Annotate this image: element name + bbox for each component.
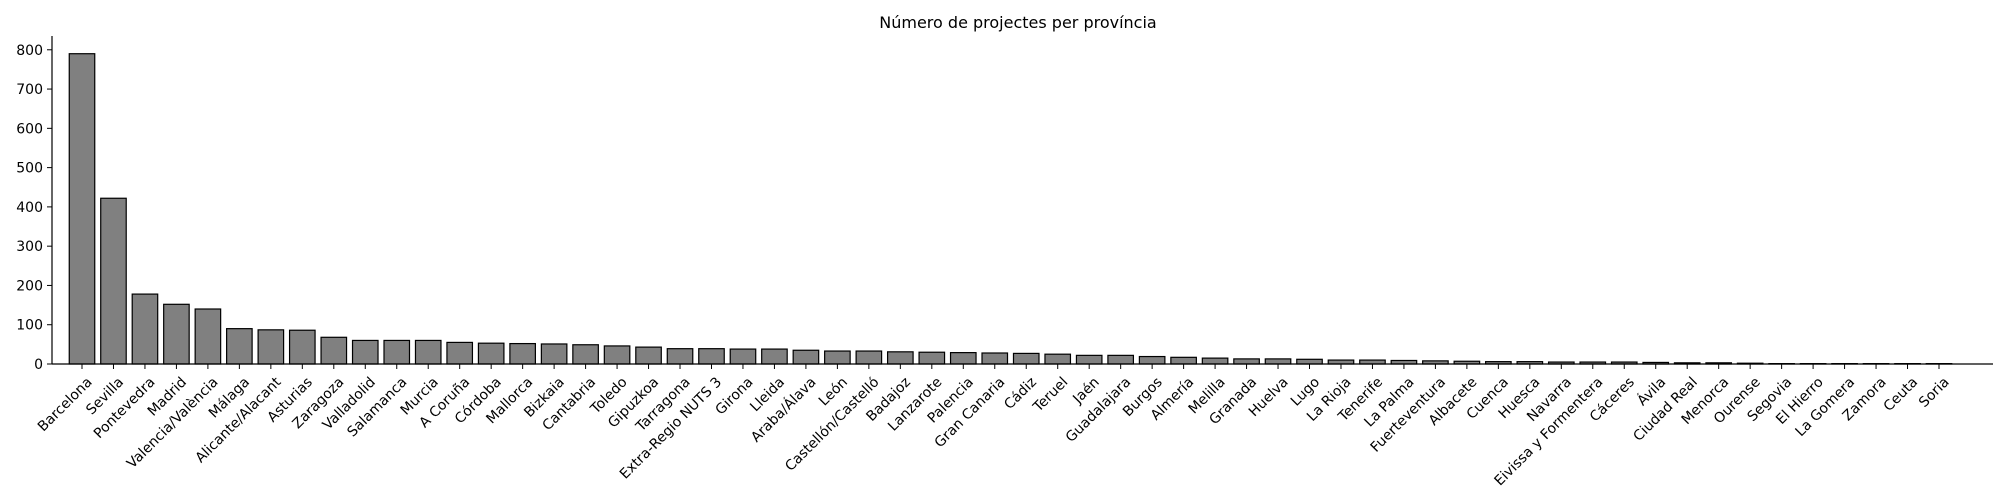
bar-30 [1012, 352, 1040, 365]
bar-1 [100, 197, 127, 365]
y-tick-label-6: 600 [16, 121, 43, 137]
bar-15 [540, 343, 568, 365]
bar-17 [603, 345, 631, 365]
bar-12 [446, 341, 474, 365]
bar-22 [761, 348, 788, 365]
bar-31 [1044, 353, 1072, 365]
y-tick-label-5: 500 [16, 161, 43, 177]
y-tick-label-0: 0 [34, 357, 43, 373]
bar-0 [68, 53, 96, 365]
y-tick-label-2: 200 [16, 278, 43, 294]
bar-14 [509, 342, 536, 365]
bar-36 [1201, 357, 1229, 365]
bar-38 [1264, 358, 1292, 365]
bar-25 [855, 350, 883, 365]
bar-19 [666, 348, 694, 365]
bar-9 [351, 339, 379, 365]
y-tick-label-8: 800 [16, 43, 43, 59]
bar-13 [477, 342, 505, 365]
bar-34 [1138, 355, 1166, 365]
bar-33 [1107, 354, 1135, 365]
bar-39 [1296, 358, 1323, 365]
bar-24 [824, 350, 851, 365]
y-tick-label-1: 100 [16, 318, 43, 334]
bars-group [68, 53, 1953, 365]
bar-26 [886, 351, 914, 365]
bar-5 [226, 328, 253, 365]
y-tick-label-7: 700 [16, 82, 43, 98]
bar-27 [918, 351, 946, 365]
bar-32 [1075, 354, 1103, 365]
bar-16 [572, 344, 599, 365]
bar-18 [635, 346, 662, 365]
bar-37 [1233, 358, 1260, 365]
bar-35 [1170, 356, 1197, 365]
bar-11 [414, 339, 442, 365]
chart-title: Número de projectes per província [879, 13, 1156, 32]
bar-10 [383, 339, 411, 365]
bar-28 [949, 352, 977, 365]
bar-4 [194, 308, 222, 365]
x-axis: BarcelonaSevillaPontevedraMadridValencia… [35, 363, 1993, 489]
y-tick-label-3: 300 [16, 239, 43, 255]
x-tick-label-58: Ceuta [1881, 374, 1922, 415]
x-tick-label-31: Teruel [1030, 374, 1072, 416]
bar-21 [729, 348, 757, 365]
bar-29 [981, 352, 1009, 365]
bar-20 [698, 348, 725, 365]
y-tick-label-4: 400 [16, 200, 43, 216]
bar-7 [288, 329, 316, 365]
bar-8 [320, 336, 348, 365]
bar-6 [257, 329, 285, 365]
x-tick-label-59: Soria [1916, 374, 1953, 411]
bar-23 [792, 349, 820, 365]
bar-3 [163, 303, 190, 365]
y-axis: 0 100 200 300 400 500 600 700 800 [16, 36, 53, 373]
bar-2 [131, 293, 159, 365]
